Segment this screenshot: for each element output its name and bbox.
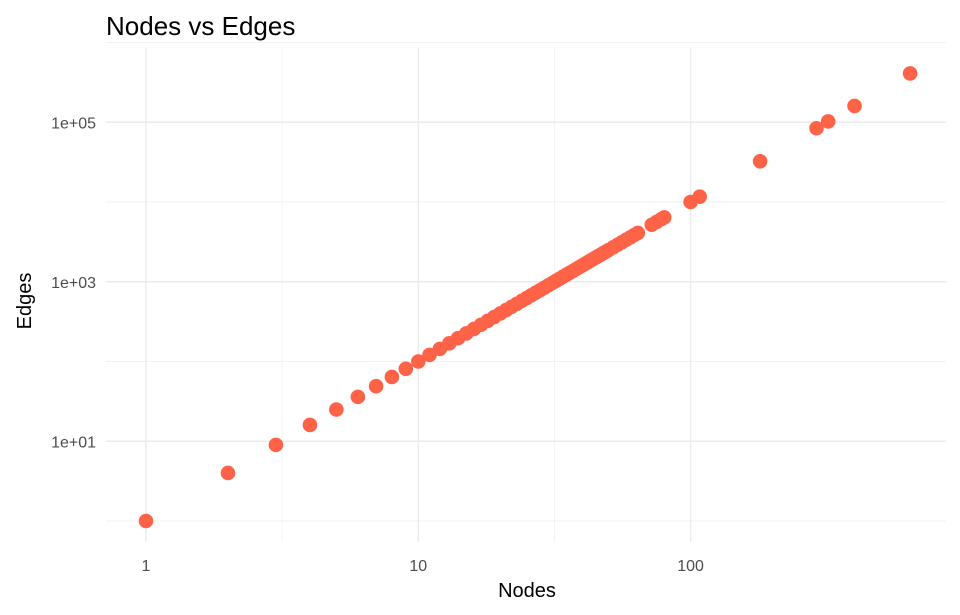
data-point: [268, 437, 284, 453]
chart-title: Nodes vs Edges: [106, 11, 295, 41]
data-points: [138, 66, 918, 529]
y-tick-label: 1e+05: [51, 115, 96, 132]
y-axis-ticks: 1e+01 1e+03 1e+05: [51, 115, 96, 451]
data-point: [847, 98, 862, 114]
x-tick-label: 100: [677, 558, 704, 575]
x-tick-label: 10: [409, 558, 427, 575]
data-point: [809, 120, 824, 136]
data-point: [350, 389, 366, 405]
y-tick-label: 1e+03: [51, 275, 96, 292]
data-point: [220, 465, 236, 481]
grid: [106, 42, 946, 542]
y-axis-title: Edges: [14, 273, 36, 330]
x-tick-label: 1: [142, 558, 151, 575]
data-point: [384, 369, 400, 385]
data-point: [752, 153, 768, 169]
x-axis-title: Nodes: [498, 580, 556, 602]
data-point: [692, 189, 708, 204]
data-point: [329, 402, 344, 417]
data-point: [902, 66, 918, 81]
data-point: [368, 378, 384, 394]
data-point: [302, 417, 318, 433]
data-point: [411, 354, 426, 369]
data-point: [398, 361, 414, 377]
data-point: [630, 225, 646, 241]
x-axis-ticks: 1 10 100: [142, 558, 704, 575]
data-point: [820, 114, 836, 129]
data-point: [138, 513, 154, 529]
y-tick-label: 1e+01: [51, 434, 96, 451]
data-point: [656, 210, 672, 225]
